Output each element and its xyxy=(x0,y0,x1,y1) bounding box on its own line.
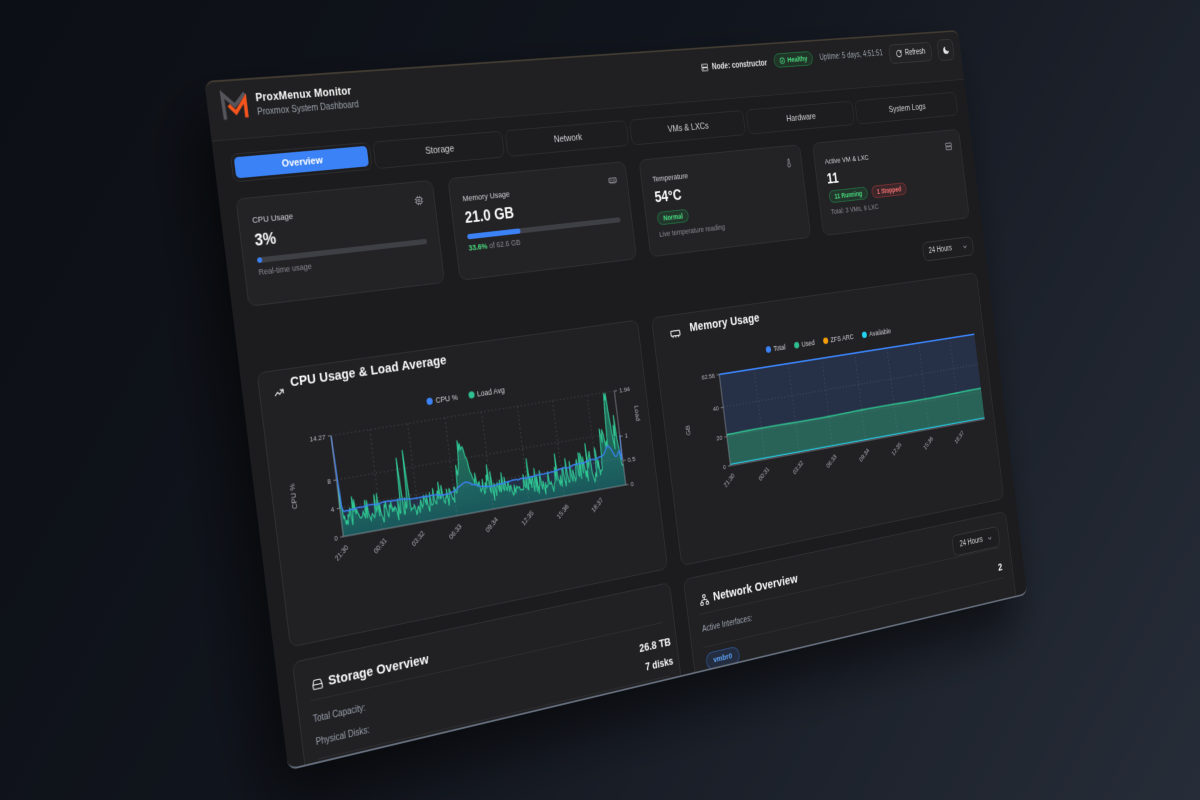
svg-text:00:31: 00:31 xyxy=(757,465,770,482)
svg-text:4: 4 xyxy=(330,504,335,514)
svg-text:09:34: 09:34 xyxy=(484,515,500,534)
svg-text:06:33: 06:33 xyxy=(825,453,838,470)
svg-text:0.5: 0.5 xyxy=(627,454,636,464)
svg-text:06:33: 06:33 xyxy=(447,522,463,541)
svg-text:40: 40 xyxy=(712,404,719,413)
svg-text:12:35: 12:35 xyxy=(520,509,535,528)
svg-text:1: 1 xyxy=(624,431,628,440)
svg-text:14.27: 14.27 xyxy=(309,432,326,444)
svg-text:0: 0 xyxy=(723,463,727,472)
svg-text:15:36: 15:36 xyxy=(555,502,570,520)
svg-text:18:37: 18:37 xyxy=(590,496,605,514)
svg-text:21:30: 21:30 xyxy=(333,543,350,563)
svg-text:8: 8 xyxy=(327,476,332,486)
svg-text:18:37: 18:37 xyxy=(953,429,965,445)
svg-text:62.56: 62.56 xyxy=(701,371,715,381)
svg-text:15:36: 15:36 xyxy=(922,435,934,452)
svg-text:0: 0 xyxy=(630,479,634,488)
svg-text:0: 0 xyxy=(334,533,339,543)
svg-text:21:30: 21:30 xyxy=(722,471,736,489)
svg-text:09:34: 09:34 xyxy=(858,447,871,464)
svg-text:03:32: 03:32 xyxy=(791,459,804,476)
svg-text:1.94: 1.94 xyxy=(619,385,631,395)
svg-text:12:35: 12:35 xyxy=(890,441,902,458)
svg-text:03:32: 03:32 xyxy=(410,529,426,548)
svg-text:20: 20 xyxy=(716,433,723,442)
svg-text:00:31: 00:31 xyxy=(372,536,389,555)
